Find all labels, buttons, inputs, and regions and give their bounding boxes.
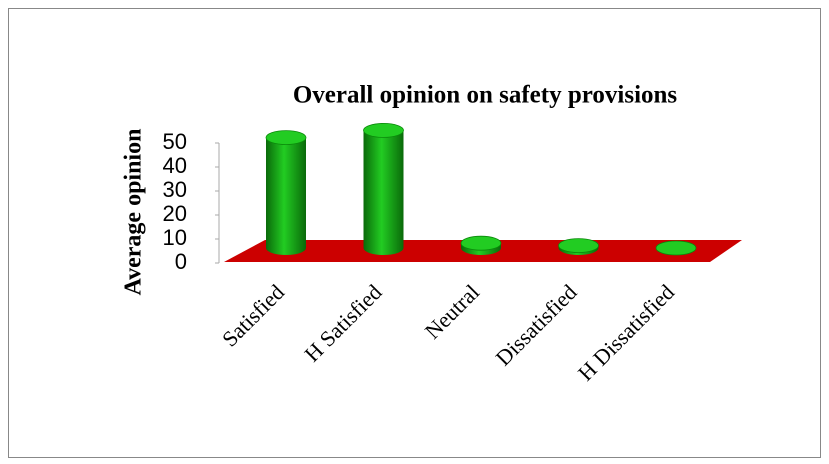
bar <box>460 235 502 255</box>
y-tick-label: 30 <box>163 177 187 202</box>
bar <box>265 130 307 255</box>
bar-top <box>265 130 307 146</box>
y-tick-label: 50 <box>163 129 187 154</box>
y-axis-label: Average opinion <box>121 129 147 296</box>
bar-top <box>655 240 697 256</box>
bar-top <box>363 122 404 138</box>
bar-body <box>363 130 404 248</box>
bar-body <box>266 137 306 248</box>
bar <box>363 122 404 255</box>
chart-frame <box>8 8 821 458</box>
bar-top <box>460 235 502 251</box>
y-tick-label: 0 <box>175 249 187 274</box>
y-tick-label: 20 <box>163 201 187 226</box>
bar-top <box>558 238 599 254</box>
y-tick-label: 10 <box>163 225 187 250</box>
y-tick-label: 40 <box>163 153 187 178</box>
chart-title: Overall opinion on safety provisions <box>293 82 678 109</box>
bar <box>655 240 697 256</box>
bar-bottom <box>266 241 306 255</box>
bar-bottom <box>363 241 404 255</box>
bar <box>558 238 599 255</box>
